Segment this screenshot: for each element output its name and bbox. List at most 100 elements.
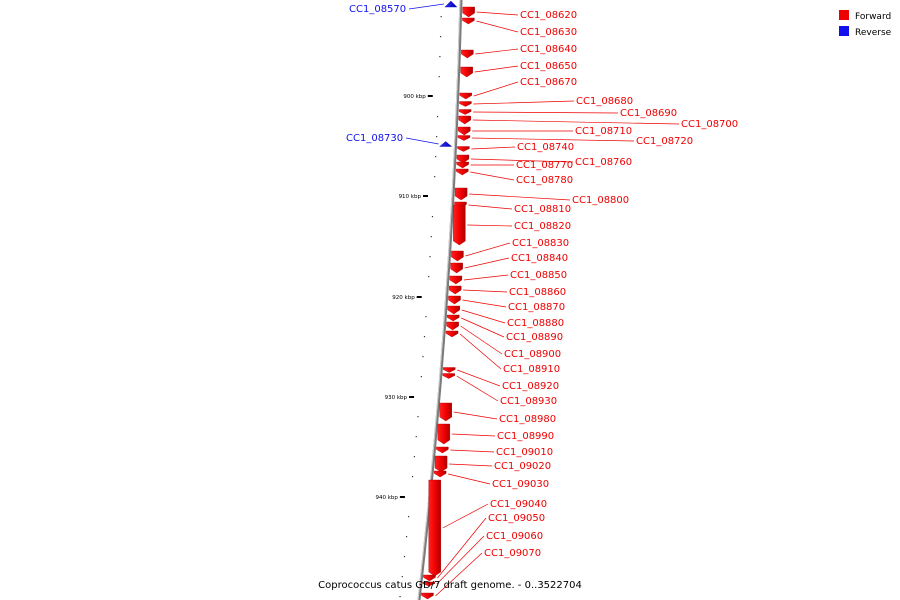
gene-label-cc1-08640[interactable]: CC1_08640 bbox=[520, 44, 577, 55]
gene-cc1-08930[interactable] bbox=[442, 373, 455, 379]
gene-label-cc1-09020[interactable]: CC1_09020 bbox=[494, 461, 551, 472]
gene-label-cc1-08980[interactable]: CC1_08980 bbox=[499, 414, 556, 425]
gene-cc1-08650[interactable] bbox=[460, 66, 473, 78]
gene-label-cc1-08670[interactable]: CC1_08670 bbox=[520, 77, 577, 88]
gene-cc1-08700[interactable] bbox=[458, 115, 471, 125]
gene-cc1-09060[interactable] bbox=[422, 581, 435, 587]
scale-tick-mark bbox=[427, 95, 433, 97]
gene-label-cc1-08820[interactable]: CC1_08820 bbox=[514, 221, 571, 232]
gene-cc1-09050[interactable] bbox=[423, 574, 436, 582]
minor-tick bbox=[429, 256, 431, 258]
gene-label-cc1-09070[interactable]: CC1_09070 bbox=[484, 548, 541, 559]
scale-tick-label: 930 kbp bbox=[385, 395, 408, 401]
gene-cc1-08800[interactable] bbox=[454, 187, 468, 201]
gene-label-cc1-08910[interactable]: CC1_08910 bbox=[503, 364, 560, 375]
gene-label-cc1-08680[interactable]: CC1_08680 bbox=[576, 96, 633, 107]
gene-label-cc1-08990[interactable]: CC1_08990 bbox=[497, 431, 554, 442]
gene-label-cc1-08840[interactable]: CC1_08840 bbox=[511, 253, 568, 264]
gene-label-cc1-08730[interactable]: CC1_08730 bbox=[346, 133, 403, 144]
gene-cc1-08760[interactable] bbox=[456, 154, 470, 164]
genome-spine-highlight bbox=[417, 0, 461, 600]
gene-label-cc1-08740[interactable]: CC1_08740 bbox=[517, 142, 574, 153]
gene-label-cc1-08770[interactable]: CC1_08770 bbox=[516, 160, 573, 171]
gene-cc1-08990[interactable] bbox=[437, 423, 451, 445]
gene-cc1-09020[interactable] bbox=[434, 455, 448, 473]
gene-cc1-08770[interactable] bbox=[456, 161, 469, 169]
gene-cc1-08870[interactable] bbox=[448, 295, 461, 305]
minor-tick bbox=[434, 176, 436, 178]
gene-label-cc1-08710[interactable]: CC1_08710 bbox=[575, 126, 632, 137]
gene-cc1-09010[interactable] bbox=[436, 446, 449, 454]
label-connector bbox=[474, 65, 519, 73]
genome-spine bbox=[417, 0, 463, 600]
gene-label-cc1-08800[interactable]: CC1_08800 bbox=[572, 195, 629, 206]
label-connector bbox=[473, 100, 575, 105]
minor-tick bbox=[436, 116, 439, 118]
gene-label-cc1-08630[interactable]: CC1_08630 bbox=[520, 27, 577, 38]
gene-cc1-08860[interactable] bbox=[448, 285, 462, 295]
label-connector bbox=[437, 517, 487, 579]
gene-label-cc1-09060[interactable]: CC1_09060 bbox=[486, 531, 543, 542]
gene-label-cc1-09040[interactable]: CC1_09040 bbox=[490, 499, 547, 510]
gene-label-cc1-08930[interactable]: CC1_08930 bbox=[500, 396, 557, 407]
gene-label-cc1-08810[interactable]: CC1_08810 bbox=[514, 204, 571, 215]
gene-cc1-08720[interactable] bbox=[457, 135, 471, 141]
gene-label-cc1-08860[interactable]: CC1_08860 bbox=[509, 287, 566, 298]
gene-label-cc1-08760[interactable]: CC1_08760 bbox=[575, 157, 632, 168]
minor-tick bbox=[423, 336, 426, 338]
label-connector bbox=[453, 411, 498, 420]
gene-cc1-08910[interactable] bbox=[445, 330, 459, 338]
gene-label-cc1-09030[interactable]: CC1_09030 bbox=[492, 479, 549, 490]
gene-cc1-08820[interactable] bbox=[453, 204, 466, 246]
minor-ticks bbox=[399, 16, 442, 598]
label-connector bbox=[464, 257, 510, 269]
gene-label-cc1-08830[interactable]: CC1_08830 bbox=[512, 238, 569, 249]
gene-cc1-08830[interactable] bbox=[451, 250, 464, 262]
gene-cc1-09030[interactable] bbox=[433, 470, 447, 478]
gene-label-cc1-08890[interactable]: CC1_08890 bbox=[506, 332, 563, 343]
gene-label-cc1-08620[interactable]: CC1_08620 bbox=[520, 10, 577, 21]
gene-label-cc1-08850[interactable]: CC1_08850 bbox=[510, 270, 567, 281]
gene-cc1-08640[interactable] bbox=[461, 49, 474, 59]
gene-cc1-08850[interactable] bbox=[449, 275, 463, 285]
gene-cc1-09070[interactable] bbox=[421, 592, 434, 600]
gene-label-cc1-09010[interactable]: CC1_09010 bbox=[496, 447, 553, 458]
gene-cc1-08900[interactable] bbox=[446, 321, 459, 331]
gene-cc1-09040[interactable] bbox=[428, 479, 441, 577]
gene-label-cc1-08870[interactable]: CC1_08870 bbox=[508, 302, 565, 313]
gene-cc1-08920[interactable] bbox=[443, 367, 456, 373]
gene-cc1-08690[interactable] bbox=[458, 109, 472, 115]
gene-label-cc1-08880[interactable]: CC1_08880 bbox=[507, 318, 564, 329]
gene-cc1-08710[interactable] bbox=[458, 126, 471, 136]
gene-cc1-08730[interactable] bbox=[439, 141, 453, 147]
minor-tick bbox=[430, 236, 432, 238]
gene-label-cc1-08700[interactable]: CC1_08700 bbox=[681, 119, 738, 130]
gene-cc1-08780[interactable] bbox=[456, 168, 469, 176]
label-connector bbox=[460, 325, 503, 355]
gene-cc1-08680[interactable] bbox=[459, 101, 472, 107]
legend: Forward Reverse bbox=[839, 10, 892, 38]
gene-label-cc1-08780[interactable]: CC1_08780 bbox=[516, 175, 573, 186]
gene-cc1-08980[interactable] bbox=[439, 402, 452, 422]
scale-tick-mark bbox=[416, 296, 422, 298]
gene-label-cc1-08570[interactable]: CC1_08570 bbox=[349, 4, 406, 15]
gene-cc1-08620[interactable] bbox=[462, 6, 475, 18]
label-connector bbox=[457, 369, 501, 387]
minor-tick bbox=[438, 76, 440, 78]
gene-label-cc1-08720[interactable]: CC1_08720 bbox=[636, 136, 693, 147]
gene-label-cc1-08900[interactable]: CC1_08900 bbox=[504, 349, 561, 360]
gene-cc1-08880[interactable] bbox=[447, 305, 460, 315]
gene-label-cc1-09050[interactable]: CC1_09050 bbox=[488, 513, 545, 524]
label-connector bbox=[467, 224, 513, 227]
gene-cc1-08890[interactable] bbox=[447, 314, 460, 322]
label-connector bbox=[468, 204, 513, 210]
gene-cc1-08570[interactable] bbox=[444, 0, 458, 8]
gene-cc1-08840[interactable] bbox=[450, 262, 463, 274]
gene-cc1-08670[interactable] bbox=[459, 92, 472, 100]
gene-label-cc1-08690[interactable]: CC1_08690 bbox=[620, 108, 677, 119]
gene-label-cc1-08650[interactable]: CC1_08650 bbox=[520, 61, 577, 72]
gene-cc1-08630[interactable] bbox=[462, 17, 475, 25]
gene-cc1-08740[interactable] bbox=[457, 146, 470, 152]
gene-label-cc1-08920[interactable]: CC1_08920 bbox=[502, 381, 559, 392]
